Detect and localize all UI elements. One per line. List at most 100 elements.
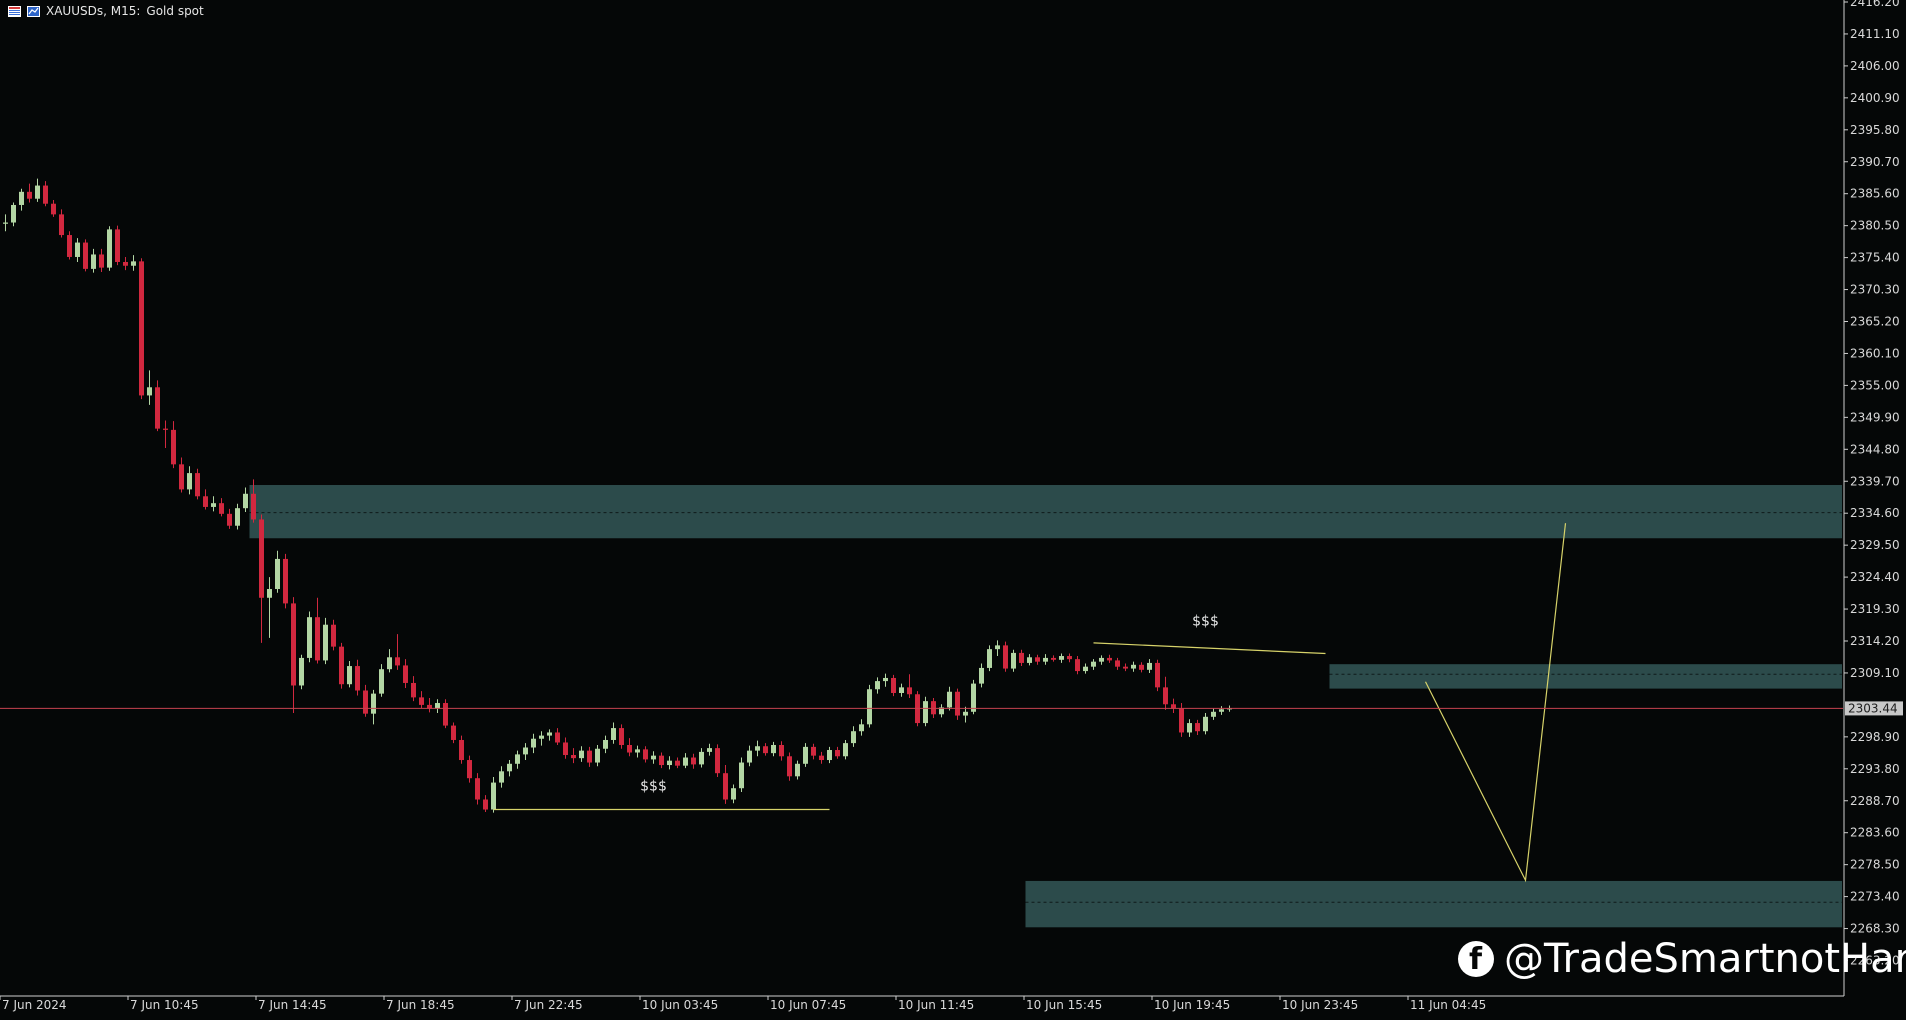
y-tick-label: 2334.60 [1850,506,1900,520]
y-tick-label: 2349.90 [1850,410,1900,424]
candle-body [947,691,952,708]
candle-body [419,697,424,705]
chart-menu-icon[interactable] [8,5,21,17]
candle-body [355,666,360,691]
candle-body [699,751,704,765]
candle-body [835,750,840,757]
candle-body [115,229,120,262]
lower-demand-zone [1025,880,1842,928]
x-tick-label: 10 Jun 15:45 [1026,998,1102,1012]
candle-body [563,742,568,756]
y-tick-label: 2395.80 [1850,123,1900,137]
candle-body [899,687,904,693]
y-tick-label: 2355.00 [1850,378,1900,392]
candle-body [1051,657,1056,660]
candle-body [979,667,984,684]
y-tick-label: 2319.30 [1850,602,1900,616]
candle-body [179,464,184,490]
candle-body [859,724,864,732]
candle-body [299,657,304,686]
candle-body [155,387,160,429]
y-tick-label: 2329.50 [1850,538,1900,552]
y-tick-label: 2298.90 [1850,730,1900,744]
candle-body [1139,664,1144,670]
candle-body [507,763,512,772]
candle-body [1147,662,1152,670]
candle-body [235,508,240,526]
y-tick-label: 2293.80 [1850,762,1900,776]
candle-body [723,773,728,800]
candle-body [1155,662,1160,688]
buy-side-liquidity-label: $$$ [1192,613,1219,629]
candle-body [307,617,312,658]
candle-body [811,746,816,756]
candle-body [955,691,960,716]
candle-body [243,493,248,509]
candle-body [1099,657,1104,662]
candle-body [163,428,168,430]
x-tick-label: 10 Jun 11:45 [898,998,974,1012]
candle-body [475,778,480,800]
candle-body [251,493,256,520]
candle-body [1179,708,1184,733]
candle-body [995,645,1000,650]
candle-body [1067,656,1072,660]
candle-body [51,203,56,215]
y-tick-label: 2344.80 [1850,442,1900,456]
candle-body [603,739,608,749]
candle-body [1115,660,1120,667]
candle-body [107,229,112,268]
x-tick-label: 7 Jun 18:45 [386,998,455,1012]
y-tick-label: 2283.60 [1850,826,1900,840]
buy-side-liquidity-line [1093,642,1326,655]
upper-supply-zone [249,485,1842,539]
candle-body [923,701,928,724]
candle-body [891,677,896,693]
candle-body [171,429,176,465]
candle-body [123,261,128,266]
candle-body [219,503,224,514]
y-tick-label: 2375.40 [1850,251,1900,265]
candle-body [1219,709,1224,712]
candle-body [35,185,40,199]
candle-body [819,755,824,761]
candle-body [1131,664,1136,669]
candle-body [635,749,640,753]
chart-type-icon[interactable] [27,5,40,17]
candle-body [83,242,88,269]
candle-body [203,496,208,507]
candle-body [651,755,656,760]
x-tick-label: 7 Jun 22:45 [514,998,583,1012]
candle-body [331,624,336,647]
y-tick-label: 2314.20 [1850,634,1900,648]
candle-body [875,681,880,690]
candle-body [739,762,744,789]
candle-body [91,254,96,269]
candle-body [3,222,8,224]
candle-body [483,799,488,810]
candle-body [451,725,456,740]
candle-body [515,754,520,764]
current-price-label: 2303.44 [1848,701,1898,715]
candle-body [1035,657,1040,662]
y-tick-label: 2263.20 [1850,954,1900,968]
candle-body [1027,657,1032,663]
candle-body [27,191,32,199]
current-price-badge [1845,701,1903,716]
candle-body [595,748,600,763]
candle-body [619,728,624,745]
candle-body [851,731,856,744]
candle-body [643,749,648,760]
candle-body [339,646,344,685]
candle-body [467,760,472,779]
candle-body [795,763,800,777]
y-tick-label: 2309.10 [1850,666,1900,680]
candle-body [1083,666,1088,672]
candle-body [99,254,104,268]
projection-path [1424,523,1567,883]
y-tick-label: 2390.70 [1850,155,1900,169]
candle-body [803,746,808,764]
candle-body [587,750,592,763]
candle-body [1091,661,1096,667]
